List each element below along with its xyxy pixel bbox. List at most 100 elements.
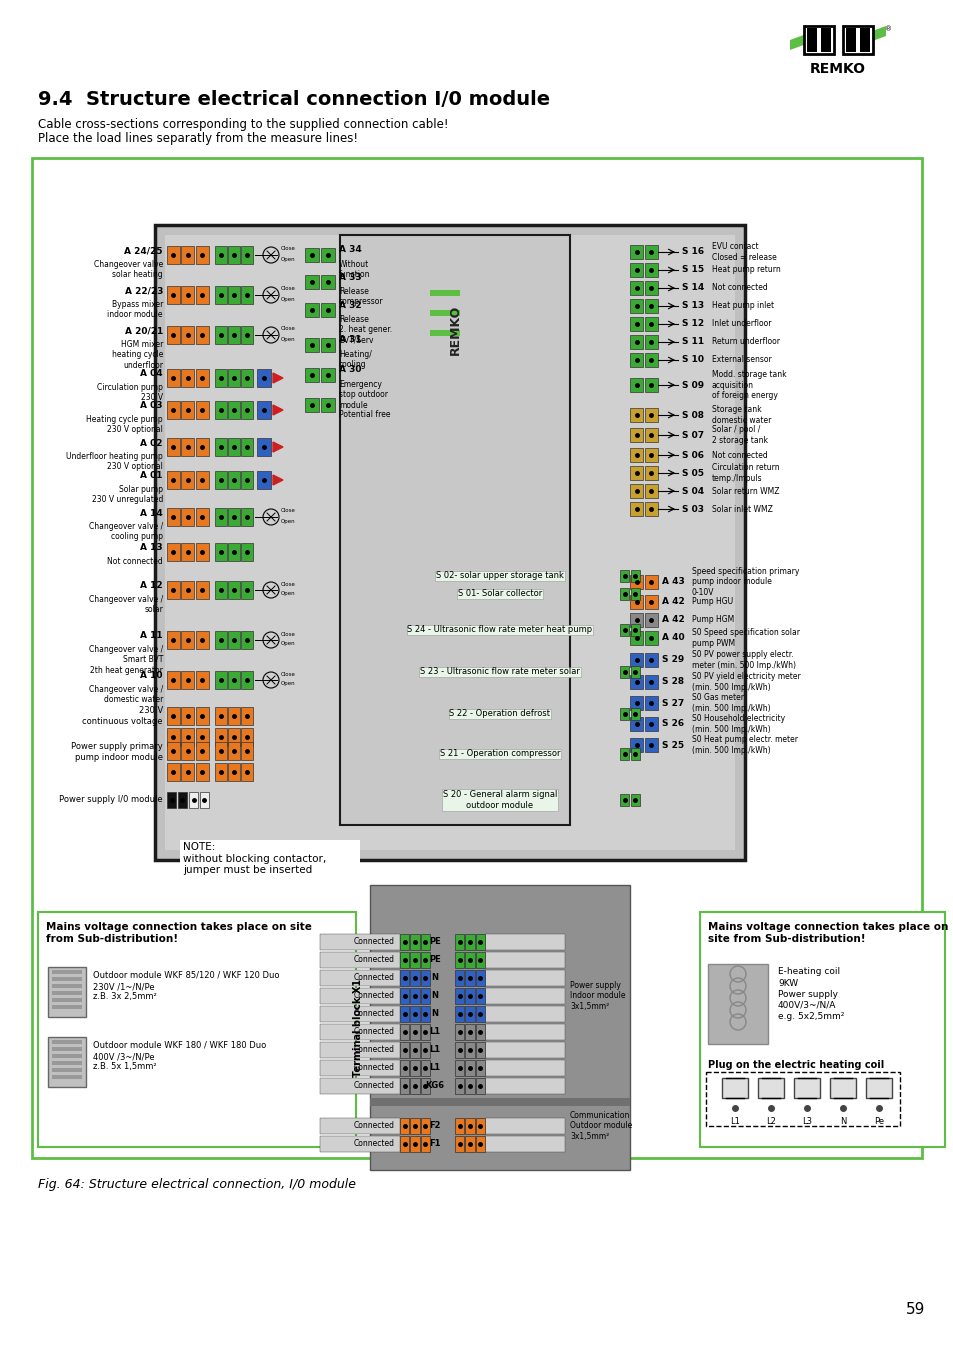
Bar bbox=[629, 263, 642, 277]
Bar bbox=[630, 570, 639, 582]
Bar bbox=[52, 1061, 82, 1065]
Bar bbox=[410, 988, 419, 1004]
Bar bbox=[167, 707, 180, 725]
Text: S 09: S 09 bbox=[681, 381, 703, 390]
Bar bbox=[484, 988, 564, 1004]
Bar bbox=[644, 352, 658, 367]
Bar bbox=[165, 235, 734, 850]
Bar bbox=[305, 248, 319, 262]
Text: L1: L1 bbox=[429, 1027, 440, 1037]
Bar bbox=[430, 290, 459, 296]
Text: E-heating coil: E-heating coil bbox=[778, 967, 840, 976]
Text: Connected: Connected bbox=[354, 1139, 395, 1149]
Bar bbox=[865, 1079, 891, 1098]
Text: 400V/3~/N/A: 400V/3~/N/A bbox=[778, 1000, 836, 1010]
Bar bbox=[644, 595, 658, 609]
Text: Pump HGM: Pump HGM bbox=[691, 616, 734, 625]
Bar bbox=[228, 286, 239, 304]
Text: Heating/
cooling: Heating/ cooling bbox=[338, 350, 372, 370]
Text: ®: ® bbox=[884, 26, 891, 32]
Bar bbox=[241, 437, 253, 456]
Bar bbox=[644, 298, 658, 313]
Text: Connected: Connected bbox=[354, 1045, 395, 1054]
Text: A 14: A 14 bbox=[140, 509, 163, 517]
Bar bbox=[619, 589, 629, 599]
Text: KG6: KG6 bbox=[425, 1081, 444, 1091]
Bar bbox=[399, 1025, 409, 1040]
Text: Changeover valve /
Smart BVT
2th heat generator: Changeover valve / Smart BVT 2th heat ge… bbox=[89, 645, 163, 675]
Bar bbox=[476, 1079, 484, 1094]
Bar bbox=[181, 437, 194, 456]
Bar bbox=[177, 792, 187, 809]
Text: Modd. storage tank
acquisition
of foreign energy: Modd. storage tank acquisition of foreig… bbox=[711, 370, 786, 400]
Bar bbox=[465, 934, 475, 950]
Bar bbox=[619, 570, 629, 582]
Bar bbox=[455, 1060, 464, 1076]
Bar bbox=[228, 246, 239, 265]
Text: Connected: Connected bbox=[354, 1064, 395, 1072]
Text: S 13: S 13 bbox=[681, 301, 703, 310]
Bar bbox=[644, 281, 658, 296]
Text: Heat pump return: Heat pump return bbox=[711, 266, 780, 274]
Bar bbox=[370, 886, 629, 1170]
Bar bbox=[181, 671, 194, 689]
Bar bbox=[476, 952, 484, 968]
Bar bbox=[455, 952, 464, 968]
Bar bbox=[52, 1048, 82, 1052]
Text: S 04: S 04 bbox=[681, 486, 703, 495]
Bar bbox=[476, 988, 484, 1004]
Bar bbox=[319, 952, 399, 968]
Bar bbox=[167, 792, 176, 809]
Bar bbox=[154, 225, 744, 860]
Text: Solar return WMZ: Solar return WMZ bbox=[711, 486, 779, 495]
Text: F2: F2 bbox=[429, 1122, 440, 1130]
Bar bbox=[644, 408, 658, 423]
Text: Connected: Connected bbox=[354, 1122, 395, 1130]
Text: Open: Open bbox=[281, 336, 295, 342]
Bar bbox=[629, 298, 642, 313]
Bar bbox=[181, 369, 194, 387]
Text: Close: Close bbox=[281, 632, 295, 636]
Text: EVU contact
Closed = release: EVU contact Closed = release bbox=[711, 242, 776, 262]
Bar bbox=[181, 471, 194, 489]
Bar bbox=[465, 1042, 475, 1058]
Text: Potential free: Potential free bbox=[338, 410, 390, 418]
Bar bbox=[241, 763, 253, 782]
Text: S 03: S 03 bbox=[681, 505, 703, 513]
Bar bbox=[241, 580, 253, 599]
Bar bbox=[319, 1060, 399, 1076]
Bar bbox=[319, 934, 399, 950]
Bar bbox=[214, 728, 227, 747]
Text: S 14: S 14 bbox=[681, 284, 703, 293]
Bar bbox=[644, 335, 658, 350]
Text: Fig. 64: Structure electrical connection, I/0 module: Fig. 64: Structure electrical connection… bbox=[38, 1179, 355, 1191]
Text: Plug on the electric heating coil: Plug on the electric heating coil bbox=[707, 1060, 883, 1071]
Bar bbox=[399, 1006, 409, 1022]
Bar bbox=[319, 988, 399, 1004]
Text: Connected: Connected bbox=[354, 1010, 395, 1018]
Text: A 13: A 13 bbox=[140, 544, 163, 552]
Text: HGM mixer
heating cycle
underfloor: HGM mixer heating cycle underfloor bbox=[112, 340, 163, 370]
Text: A 22/23: A 22/23 bbox=[125, 286, 163, 296]
Bar bbox=[859, 28, 869, 53]
Bar bbox=[167, 671, 180, 689]
Bar bbox=[455, 1006, 464, 1022]
Text: Not connected: Not connected bbox=[711, 284, 767, 293]
Text: Bypass mixer
indoor module: Bypass mixer indoor module bbox=[108, 300, 163, 320]
Bar bbox=[305, 398, 319, 412]
Bar bbox=[644, 502, 658, 516]
Bar bbox=[629, 653, 642, 667]
Text: S 21 - Operation compressor: S 21 - Operation compressor bbox=[439, 749, 559, 759]
Text: L1: L1 bbox=[429, 1045, 440, 1054]
Bar bbox=[484, 1079, 564, 1094]
Bar bbox=[410, 1025, 419, 1040]
Text: S 08: S 08 bbox=[681, 410, 703, 420]
Bar bbox=[214, 471, 227, 489]
Bar bbox=[420, 1135, 430, 1152]
Bar bbox=[181, 543, 194, 562]
Bar bbox=[319, 1135, 399, 1152]
Bar bbox=[319, 1006, 399, 1022]
Bar bbox=[806, 28, 816, 53]
Bar bbox=[455, 1135, 464, 1152]
Text: Power supply: Power supply bbox=[778, 990, 837, 999]
